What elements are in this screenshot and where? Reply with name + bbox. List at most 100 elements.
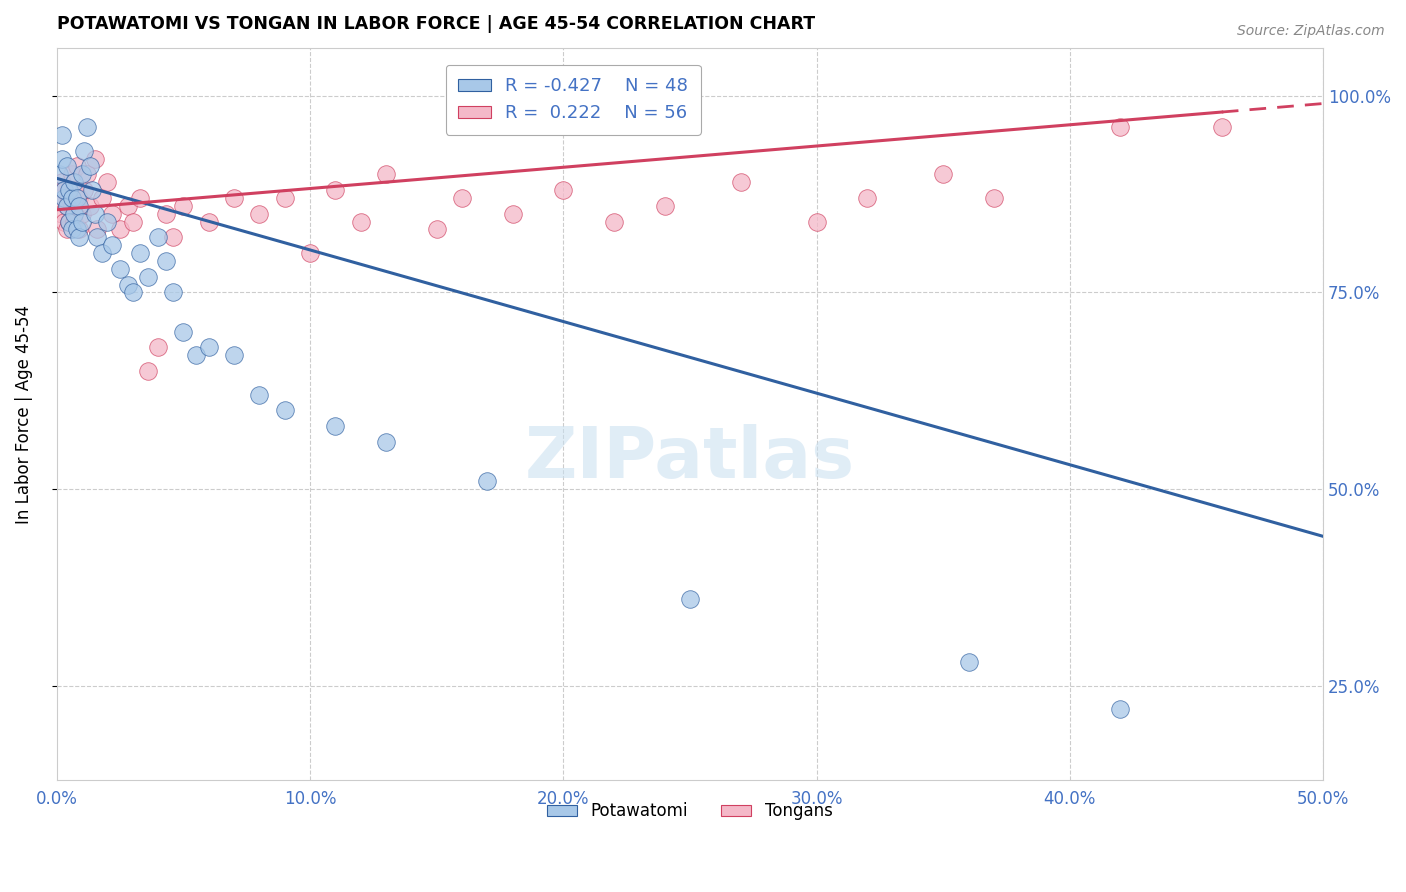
Point [48, 167, 70, 181]
Point [184, 348, 207, 362]
Point [121, 285, 143, 300]
Point [155, 207, 177, 221]
Point [273, 191, 295, 205]
Point [63, 214, 86, 228]
Point [477, 475, 499, 489]
Point [101, 238, 124, 252]
Point [60, 199, 83, 213]
Point [86, 222, 108, 236]
Point [73, 183, 96, 197]
Text: Source: ZipAtlas.com: Source: ZipAtlas.com [1237, 24, 1385, 38]
Point [51, 175, 73, 189]
Point [298, 246, 321, 260]
Point [806, 214, 828, 228]
Point [932, 167, 955, 181]
Point [53, 183, 76, 197]
Point [117, 199, 139, 213]
Text: POTAWATOMI VS TONGAN IN LABOR FORCE | AGE 45-54 CORRELATION CHART: POTAWATOMI VS TONGAN IN LABOR FORCE | AG… [56, 15, 814, 33]
Point [374, 167, 396, 181]
Point [63, 183, 86, 197]
Point [162, 285, 184, 300]
Point [70, 207, 93, 221]
Point [55, 160, 77, 174]
Text: ZIPatlas: ZIPatlas [524, 424, 855, 492]
Point [654, 199, 676, 213]
Point [53, 191, 76, 205]
Point [502, 207, 524, 221]
Point [323, 419, 346, 434]
Point [73, 144, 96, 158]
Point [172, 199, 194, 213]
Point [79, 199, 101, 213]
Point [51, 152, 73, 166]
Point [91, 191, 114, 205]
Point [1211, 120, 1233, 135]
Point [58, 214, 80, 228]
Point [51, 207, 73, 221]
Point [63, 207, 86, 221]
Point [136, 364, 159, 378]
Point [323, 183, 346, 197]
Point [108, 261, 131, 276]
Point [55, 199, 77, 213]
Point [108, 222, 131, 236]
Point [70, 214, 93, 228]
Point [1109, 120, 1132, 135]
Legend: Potawatomi, Tongans: Potawatomi, Tongans [540, 796, 839, 827]
Point [983, 191, 1005, 205]
Point [222, 348, 245, 362]
Point [58, 214, 80, 228]
Point [66, 191, 89, 205]
Point [197, 341, 219, 355]
Point [63, 175, 86, 189]
Point [70, 167, 93, 181]
Point [730, 175, 752, 189]
Point [349, 214, 371, 228]
Point [79, 160, 101, 174]
Point [273, 403, 295, 417]
Point [83, 152, 105, 166]
Point [117, 277, 139, 292]
Point [146, 230, 169, 244]
Point [76, 167, 98, 181]
Point [146, 341, 169, 355]
Point [129, 191, 152, 205]
Point [957, 655, 980, 669]
Point [60, 167, 83, 181]
Point [129, 246, 152, 260]
Y-axis label: In Labor Force | Age 45-54: In Labor Force | Age 45-54 [15, 305, 32, 524]
Point [96, 214, 118, 228]
Point [603, 214, 626, 228]
Point [155, 254, 177, 268]
Point [67, 230, 90, 244]
Point [553, 183, 575, 197]
Point [76, 120, 98, 135]
Point [451, 191, 474, 205]
Point [67, 199, 90, 213]
Point [679, 592, 702, 607]
Point [86, 230, 108, 244]
Point [60, 222, 83, 236]
Point [51, 128, 73, 142]
Point [91, 246, 114, 260]
Point [58, 183, 80, 197]
Point [247, 387, 270, 401]
Point [96, 175, 118, 189]
Point [222, 191, 245, 205]
Point [80, 183, 103, 197]
Point [67, 191, 90, 205]
Point [162, 230, 184, 244]
Point [101, 207, 124, 221]
Point [83, 207, 105, 221]
Point [48, 191, 70, 205]
Point [1109, 702, 1132, 716]
Point [53, 183, 76, 197]
Point [426, 222, 449, 236]
Point [66, 222, 89, 236]
Point [197, 214, 219, 228]
Point [136, 269, 159, 284]
Point [247, 207, 270, 221]
Point [172, 325, 194, 339]
Point [60, 191, 83, 205]
Point [66, 199, 89, 213]
